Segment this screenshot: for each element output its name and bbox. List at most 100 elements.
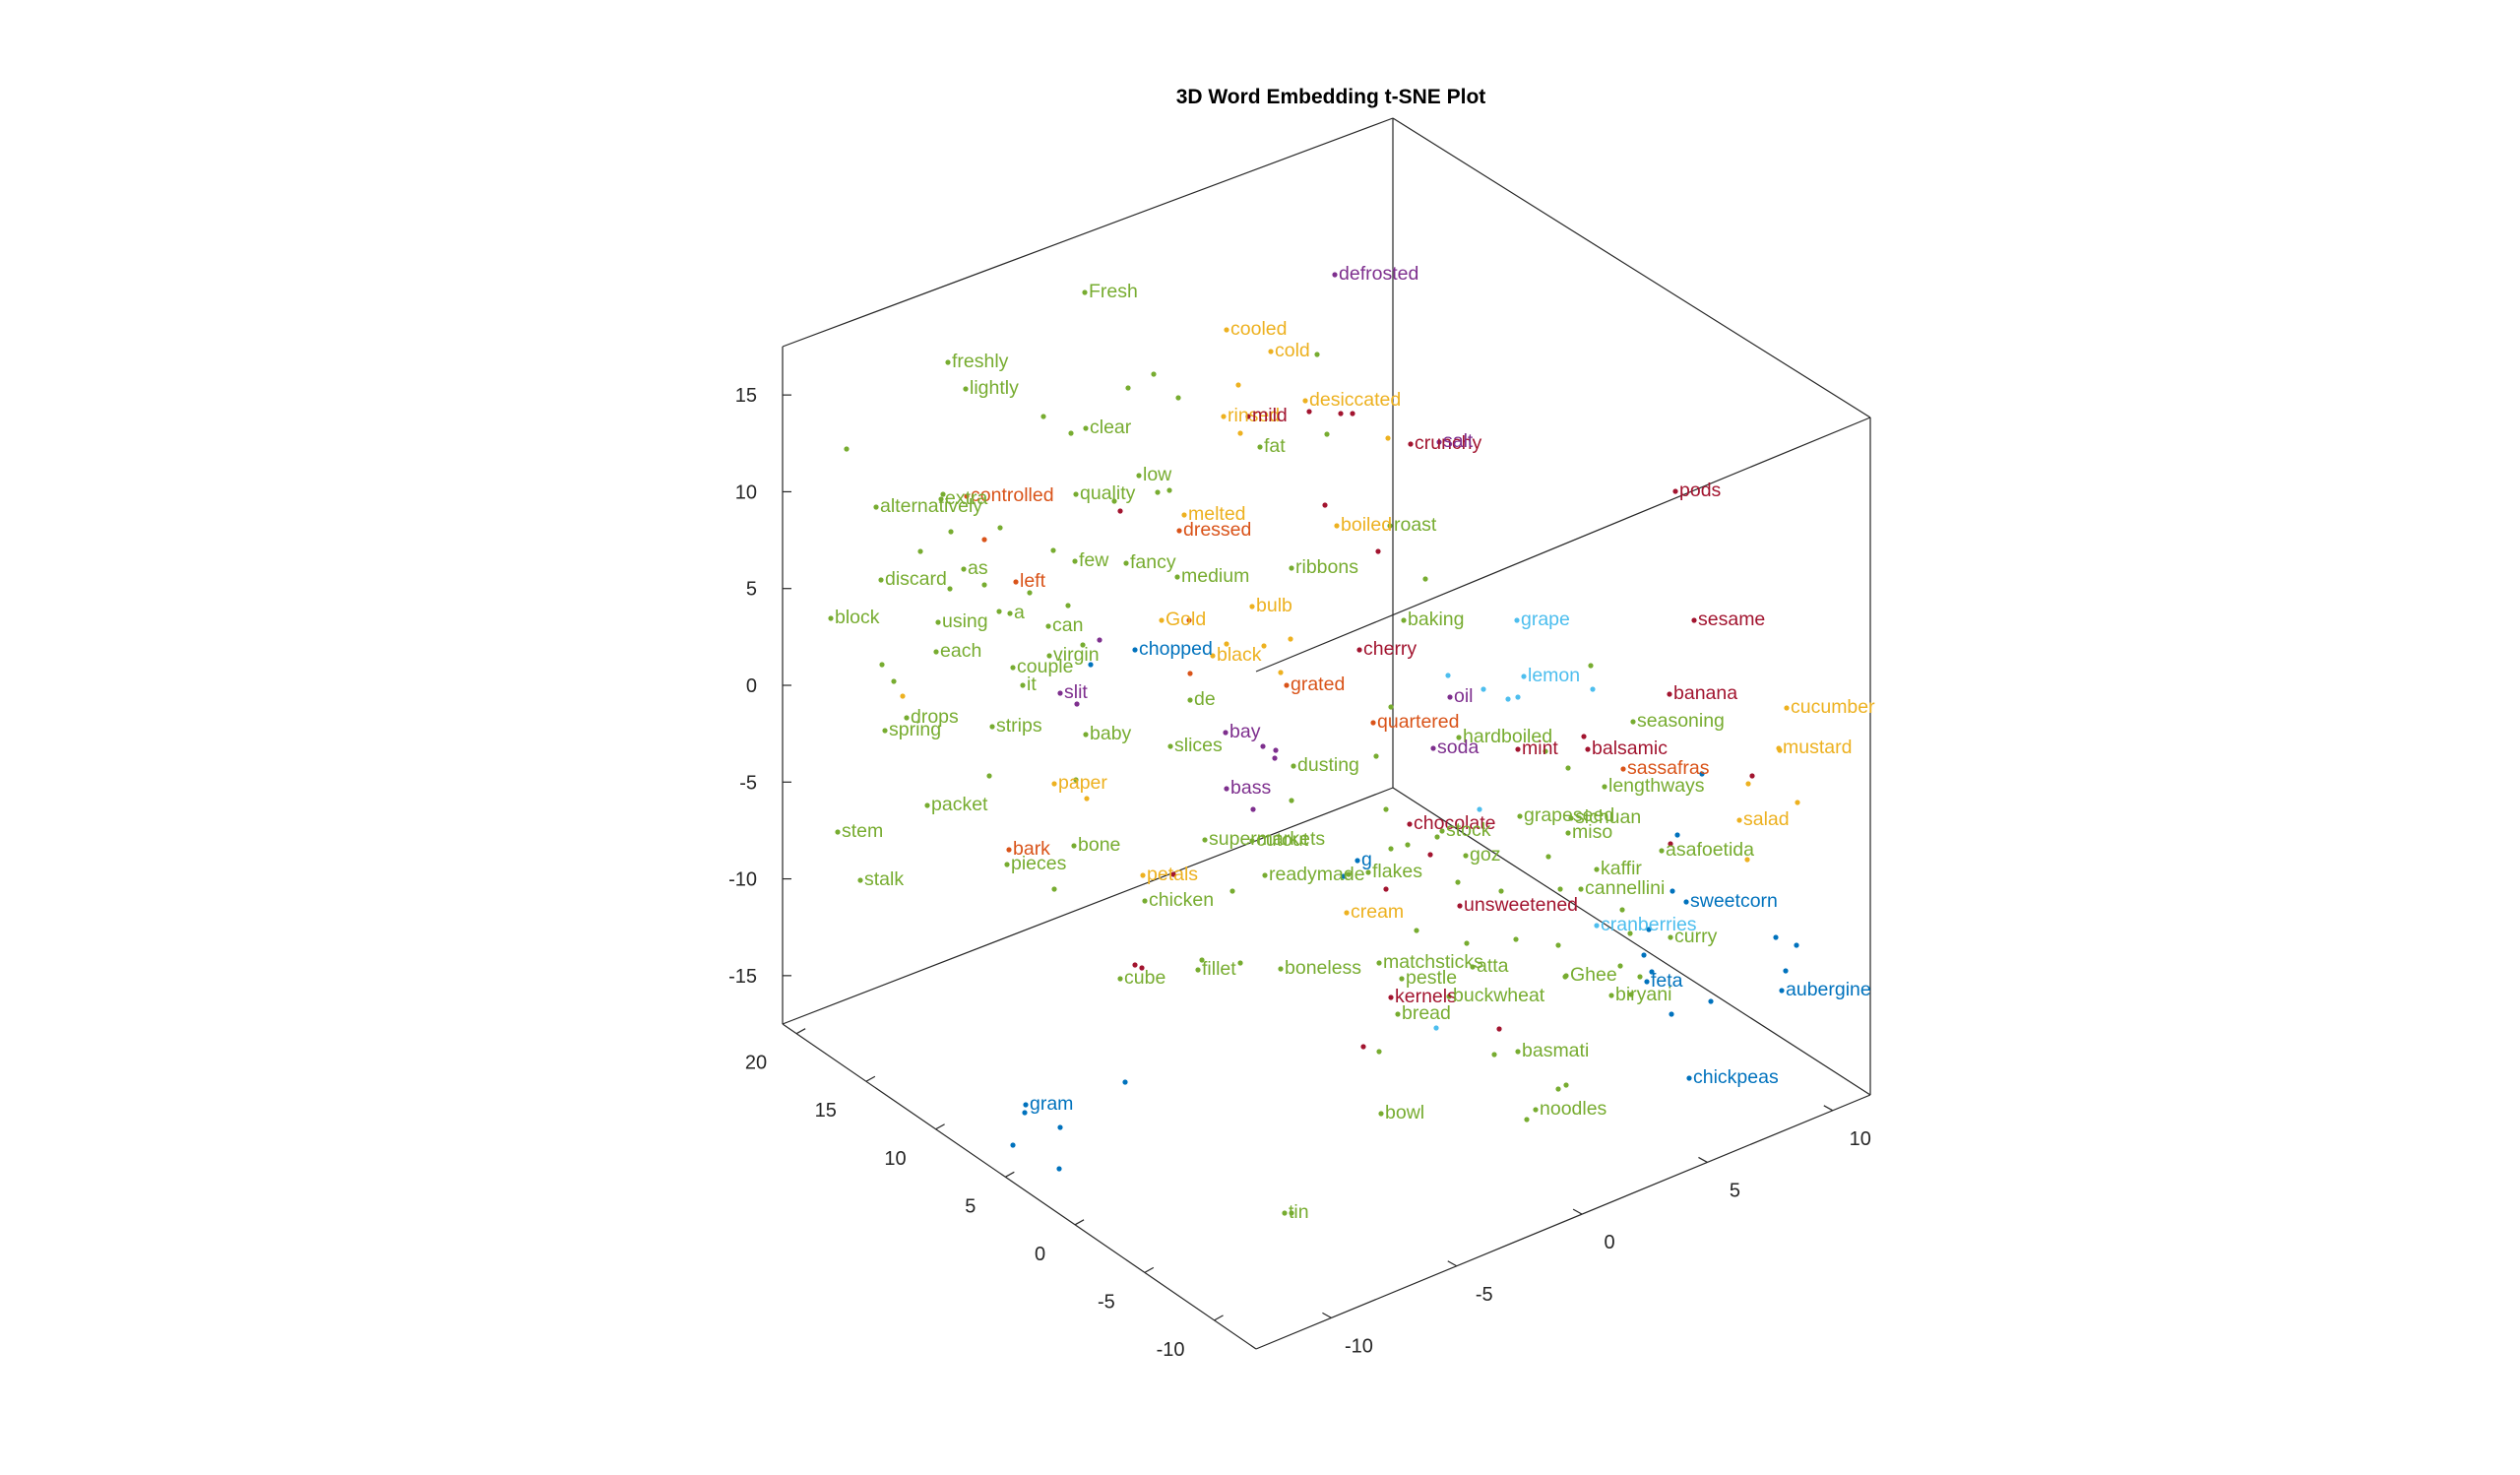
data-point xyxy=(1405,842,1411,848)
data-point-paper xyxy=(1051,781,1057,787)
data-point xyxy=(1125,385,1131,391)
word-label-using: using xyxy=(942,610,988,632)
data-point xyxy=(1637,974,1643,980)
data-point xyxy=(879,662,885,668)
x-tick-label: -5 xyxy=(1476,1284,1493,1306)
word-label-bone: bone xyxy=(1078,834,1120,856)
data-point xyxy=(1669,1011,1674,1017)
data-point xyxy=(1117,508,1123,514)
y-tick-mark xyxy=(935,1123,945,1130)
data-point xyxy=(1515,694,1521,700)
data-point xyxy=(1627,930,1633,936)
data-point xyxy=(1628,992,1634,997)
y-tick-label: 20 xyxy=(745,1053,767,1074)
data-point xyxy=(1783,968,1789,974)
data-point xyxy=(1272,755,1278,761)
data-point-dressed xyxy=(1176,528,1182,534)
axes-box-edge xyxy=(1255,1094,1871,1350)
data-point-cold xyxy=(1268,349,1274,354)
z-tick-label: 10 xyxy=(735,481,757,503)
data-point-miso xyxy=(1565,830,1571,836)
data-point-melted xyxy=(1181,512,1187,518)
word-label-buckwheat: buckwheat xyxy=(1453,985,1545,1006)
data-point xyxy=(1229,888,1235,894)
data-point-black xyxy=(1210,653,1216,659)
word-label-boneless: boneless xyxy=(1285,957,1361,979)
data-point-quartered xyxy=(1370,720,1376,726)
data-point-roast xyxy=(1387,523,1393,529)
word-label-cranberries: cranberries xyxy=(1601,914,1697,935)
word-label-chickpeas: chickpeas xyxy=(1693,1066,1779,1088)
word-label-g: g xyxy=(1361,849,1372,870)
data-point xyxy=(1545,854,1551,860)
data-point xyxy=(1155,489,1161,495)
data-point-desiccated xyxy=(1302,398,1308,404)
word-label-defrosted: defrosted xyxy=(1339,263,1418,285)
data-point xyxy=(1674,832,1680,838)
data-point-extra xyxy=(938,496,944,502)
data-point xyxy=(1745,781,1751,787)
word-label-alternatively: alternatively xyxy=(880,495,982,517)
data-point-stock xyxy=(1439,828,1445,834)
word-label-gold: Gold xyxy=(1166,609,1206,630)
data-point xyxy=(1057,1124,1063,1130)
data-point-stalk xyxy=(857,877,863,883)
word-label-cannellini: cannellini xyxy=(1585,877,1665,899)
data-point xyxy=(1699,771,1705,777)
y-tick-mark xyxy=(1144,1266,1155,1273)
data-point xyxy=(940,491,946,497)
data-point-petals xyxy=(1140,872,1146,878)
word-label-melted: melted xyxy=(1188,503,1246,525)
data-point xyxy=(1433,1025,1439,1031)
data-point-boiled xyxy=(1334,523,1340,529)
word-label-matchsticks: matchsticks xyxy=(1383,951,1483,973)
data-point xyxy=(1670,888,1675,894)
data-point-salad xyxy=(1736,817,1742,823)
data-point-fancy xyxy=(1123,560,1129,566)
data-point-spring xyxy=(882,728,888,734)
data-point xyxy=(1175,395,1181,401)
data-point xyxy=(1555,1086,1561,1092)
data-point xyxy=(1562,974,1568,980)
data-point xyxy=(1261,643,1267,649)
axes-box-edge xyxy=(782,1023,1257,1350)
word-label-can: can xyxy=(1052,614,1083,636)
data-point xyxy=(1376,1049,1382,1055)
data-point-bread xyxy=(1395,1011,1401,1017)
data-point-dusting xyxy=(1291,763,1296,769)
data-point xyxy=(1464,940,1470,946)
word-label-pestle: pestle xyxy=(1406,967,1457,989)
data-point xyxy=(1224,641,1229,647)
data-point-a xyxy=(1007,610,1013,616)
y-tick-mark xyxy=(1214,1315,1224,1321)
data-point xyxy=(1427,852,1433,858)
data-point-fillet xyxy=(1195,967,1201,973)
data-point xyxy=(1565,765,1571,771)
word-label-soda: soda xyxy=(1437,737,1479,758)
data-point-chicken xyxy=(1142,898,1148,904)
word-label-dressed: dressed xyxy=(1183,519,1251,541)
word-label-stock: stock xyxy=(1446,819,1491,841)
data-point xyxy=(1050,547,1056,553)
data-point-basmati xyxy=(1515,1049,1521,1055)
word-label-bass: bass xyxy=(1230,777,1271,799)
word-label-asafoetida: asafoetida xyxy=(1666,839,1754,861)
z-tick-label: -5 xyxy=(739,772,757,794)
word-label-mustard: mustard xyxy=(1783,737,1852,758)
z-tick-label: 0 xyxy=(746,675,757,697)
data-point-grape xyxy=(1514,617,1520,623)
data-point xyxy=(1186,617,1192,623)
data-point-seasoning xyxy=(1630,719,1636,725)
word-label-chopped: chopped xyxy=(1139,638,1213,660)
y-tick-mark xyxy=(795,1028,806,1035)
data-point xyxy=(1646,927,1652,932)
axes-box-edge xyxy=(1392,117,1871,418)
data-point xyxy=(1278,670,1284,675)
data-point xyxy=(1324,431,1330,437)
data-point-quality xyxy=(1073,491,1079,497)
data-point xyxy=(1524,1117,1530,1122)
data-point-pods xyxy=(1672,488,1678,494)
word-label-biryani: biryani xyxy=(1615,984,1671,1005)
data-point xyxy=(1199,957,1205,963)
data-point xyxy=(1749,773,1755,779)
